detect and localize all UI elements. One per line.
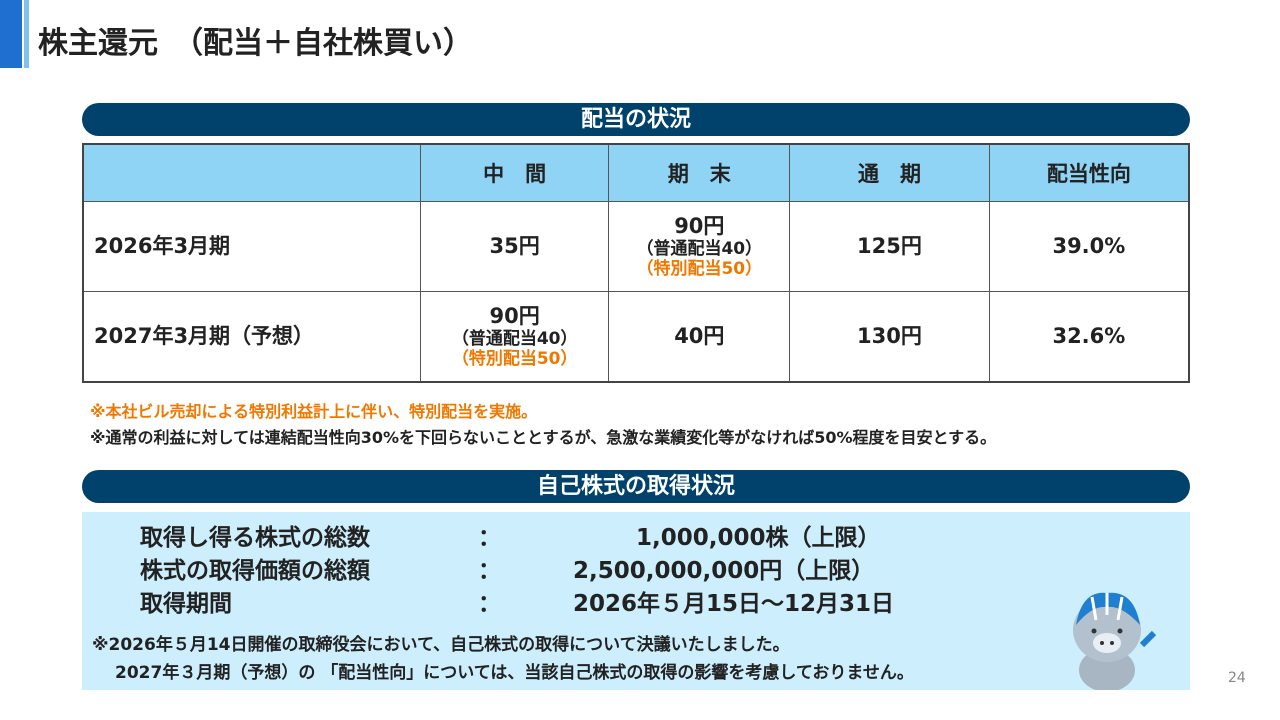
cell-line: 40円 [674,323,725,348]
corner-cell [82,143,421,202]
cell-line: （特別配当50） [636,259,763,280]
column-header: 期 末 [608,143,791,202]
cell-line: （普通配当40） [636,238,763,259]
item-value: 1,000,000株（上限） [636,525,881,551]
column-header: 通 期 [789,143,990,202]
column-header: 配当性向 [988,143,1190,202]
item-separator: ： [478,558,501,584]
note: 2027年３月期（予想）の 「配当性向」については、当該自己株式の取得の影響を考… [115,663,914,683]
slide-title: 株主還元 （配当＋自社株買い） [38,26,473,61]
dividend-table: 中 間期 末通 期配当性向 2026年3月期 35円 90円 （普通配当40） （特別配当… [82,143,1190,383]
column-header: 中 間 [419,143,610,202]
item-label: 取得期間 [140,591,232,617]
item-separator: ： [478,525,501,551]
table-cell: 125円 [789,201,990,292]
cell-line: 32.6% [1052,323,1126,348]
item-separator: ： [478,591,501,617]
cell-line: （特別配当50） [451,349,578,370]
mascot [1073,592,1157,690]
table-cell: 130円 [789,291,990,383]
buyback-box [82,512,1190,690]
cell-line: （普通配当40） [451,328,578,349]
table-cell: 35円 [419,201,610,292]
cell-line: 90円 [489,303,540,328]
row-label: 2027年3月期（予想） [82,291,421,383]
page-number: 24 [1228,670,1246,686]
section-heading: 配当の状況 [82,103,1190,136]
section-heading: 自己株式の取得状況 [82,470,1190,503]
item-label: 取得し得る株式の総数 [140,525,370,551]
note: ※通常の利益に対しては連結配当性向30%を下回らないこととするが、急激な業績変化… [90,428,997,447]
cell-line: 130円 [857,323,922,348]
table-cell: 39.0% [988,201,1190,292]
table-cell: 32.6% [988,291,1190,383]
header-row: 中 間期 末通 期配当性向 [82,143,1190,202]
cell-line: 90円 [674,213,725,238]
note: ※本社ビル売却による特別利益計上に伴い、特別配当を実施。 [90,402,538,421]
accent-bar [0,0,22,68]
cell-line: 39.0% [1052,233,1126,258]
table-cell: 40円 [608,291,791,383]
note: ※2026年５月14日開催の取締役会において、自己株式の取得について決議いたしま… [92,635,790,655]
table-row: 2027年3月期（予想） 90円 （普通配当40） （特別配当50） 40円 130円 32… [82,291,1190,383]
table-row: 2026年3月期 35円 90円 （普通配当40） （特別配当50） 125円 39.0% [82,201,1190,292]
table-cell: 90円 （普通配当40） （特別配当50） [608,201,791,292]
item-value: 2026年５月15日～12月31日 [573,591,895,617]
cell-line: 35円 [489,233,540,258]
item-label: 株式の取得価額の総額 [140,558,370,584]
accent-bar [24,0,29,68]
cell-line: 125円 [857,233,922,258]
item-value: 2,500,000,000円（上限） [573,558,875,584]
row-label: 2026年3月期 [82,201,421,292]
table-cell: 90円 （普通配当40） （特別配当50） [419,291,610,383]
